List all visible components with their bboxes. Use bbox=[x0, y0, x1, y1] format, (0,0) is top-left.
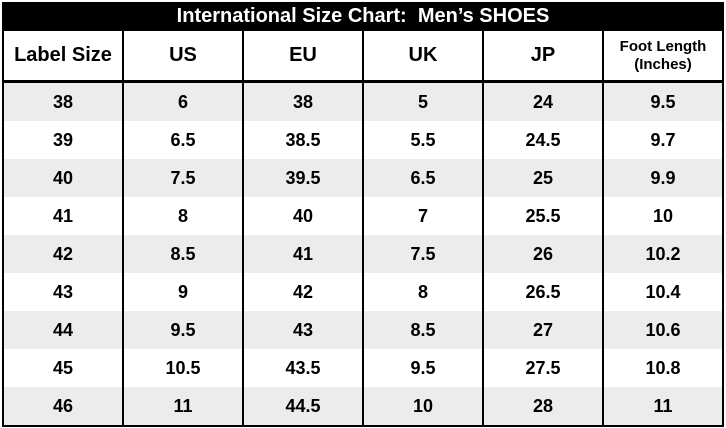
cell-us: 9 bbox=[122, 273, 244, 311]
table-row-39: 39 6.5 38.5 5.5 24.5 9.7 bbox=[2, 121, 724, 159]
cell-eu: 43.5 bbox=[242, 349, 364, 387]
cell-eu: 41 bbox=[242, 235, 364, 273]
cell-jp: 25.5 bbox=[482, 197, 604, 235]
cell-uk: 9.5 bbox=[362, 349, 484, 387]
table-title: International Size Chart: Men’s SHOES bbox=[2, 2, 724, 31]
table-row-45: 45 10.5 43.5 9.5 27.5 10.8 bbox=[2, 349, 724, 387]
cell-jp: 24 bbox=[482, 81, 604, 121]
cell-jp: 26.5 bbox=[482, 273, 604, 311]
cell-eu: 38.5 bbox=[242, 121, 364, 159]
title-row: International Size Chart: Men’s SHOES bbox=[2, 2, 724, 31]
cell-us: 11 bbox=[122, 387, 244, 426]
table-row-46: 46 11 44.5 10 28 11 bbox=[2, 387, 724, 426]
table-row-38: 38 6 38 5 24 9.5 bbox=[2, 81, 724, 121]
cell-label-size: 44 bbox=[2, 311, 124, 349]
cell-label-size: 45 bbox=[2, 349, 124, 387]
cell-us: 7.5 bbox=[122, 159, 244, 197]
cell-foot-length: 10.4 bbox=[602, 273, 724, 311]
cell-eu: 40 bbox=[242, 197, 364, 235]
column-header-uk: UK bbox=[362, 29, 484, 83]
cell-us: 6.5 bbox=[122, 121, 244, 159]
table-body: 38 6 38 5 24 9.5 39 6.5 38.5 5.5 24.5 9.7 40 7.5 39.5 6… bbox=[2, 81, 724, 426]
cell-uk: 8 bbox=[362, 273, 484, 311]
cell-us: 8.5 bbox=[122, 235, 244, 273]
cell-eu: 42 bbox=[242, 273, 364, 311]
table-head: International Size Chart: Men’s SHOES La… bbox=[2, 2, 724, 83]
cell-foot-length: 11 bbox=[602, 387, 724, 426]
cell-foot-length: 9.5 bbox=[602, 81, 724, 121]
cell-uk: 5 bbox=[362, 81, 484, 121]
cell-uk: 6.5 bbox=[362, 159, 484, 197]
cell-foot-length: 10 bbox=[602, 197, 724, 235]
cell-eu: 43 bbox=[242, 311, 364, 349]
table-row-43: 43 9 42 8 26.5 10.4 bbox=[2, 273, 724, 311]
cell-eu: 44.5 bbox=[242, 387, 364, 426]
cell-label-size: 38 bbox=[2, 81, 124, 121]
table-row-44: 44 9.5 43 8.5 27 10.6 bbox=[2, 311, 724, 349]
table-row-42: 42 8.5 41 7.5 26 10.2 bbox=[2, 235, 724, 273]
cell-jp: 26 bbox=[482, 235, 604, 273]
cell-label-size: 46 bbox=[2, 387, 124, 426]
cell-foot-length: 10.6 bbox=[602, 311, 724, 349]
cell-uk: 7.5 bbox=[362, 235, 484, 273]
column-header-label-size: Label Size bbox=[2, 29, 124, 83]
cell-foot-length: 9.7 bbox=[602, 121, 724, 159]
cell-jp: 27.5 bbox=[482, 349, 604, 387]
cell-us: 10.5 bbox=[122, 349, 244, 387]
cell-us: 8 bbox=[122, 197, 244, 235]
cell-label-size: 42 bbox=[2, 235, 124, 273]
cell-jp: 25 bbox=[482, 159, 604, 197]
cell-foot-length: 10.8 bbox=[602, 349, 724, 387]
cell-jp: 24.5 bbox=[482, 121, 604, 159]
cell-uk: 10 bbox=[362, 387, 484, 426]
cell-uk: 7 bbox=[362, 197, 484, 235]
cell-foot-length: 10.2 bbox=[602, 235, 724, 273]
cell-us: 9.5 bbox=[122, 311, 244, 349]
table-row-41: 41 8 40 7 25.5 10 bbox=[2, 197, 724, 235]
cell-uk: 8.5 bbox=[362, 311, 484, 349]
cell-jp: 28 bbox=[482, 387, 604, 426]
column-header-row: Label Size US EU UK JP Foot Length (Inches) bbox=[2, 29, 724, 83]
column-header-jp: JP bbox=[482, 29, 604, 83]
column-header-eu: EU bbox=[242, 29, 364, 83]
cell-jp: 27 bbox=[482, 311, 604, 349]
cell-label-size: 43 bbox=[2, 273, 124, 311]
column-header-foot-length: Foot Length (Inches) bbox=[602, 29, 724, 83]
cell-eu: 39.5 bbox=[242, 159, 364, 197]
table-row-40: 40 7.5 39.5 6.5 25 9.9 bbox=[2, 159, 724, 197]
cell-eu: 38 bbox=[242, 81, 364, 121]
cell-foot-length: 9.9 bbox=[602, 159, 724, 197]
cell-label-size: 39 bbox=[2, 121, 124, 159]
cell-uk: 5.5 bbox=[362, 121, 484, 159]
cell-label-size: 40 bbox=[2, 159, 124, 197]
cell-label-size: 41 bbox=[2, 197, 124, 235]
column-header-us: US bbox=[122, 29, 244, 83]
cell-us: 6 bbox=[122, 81, 244, 121]
